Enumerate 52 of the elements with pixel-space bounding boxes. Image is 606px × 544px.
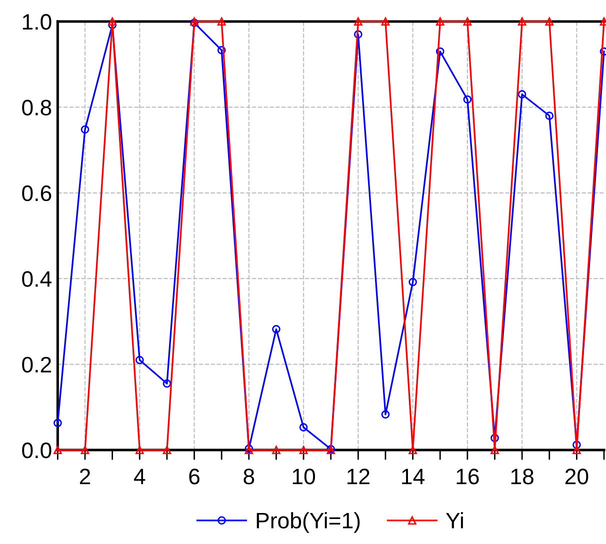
- point: [545, 112, 554, 120]
- legend-label: Yi: [446, 512, 463, 528]
- point: [54, 446, 62, 454]
- x-tick-label: 12: [348, 468, 370, 484]
- point: [162, 379, 172, 388]
- y-tick-label: 1.0: [22, 14, 52, 30]
- point: [108, 17, 116, 26]
- point: [490, 434, 499, 442]
- point: [354, 17, 362, 26]
- x-tick-label: 14: [402, 468, 425, 484]
- legend-label: Prob(Yi=1): [256, 512, 360, 533]
- point: [135, 356, 144, 364]
- point: [54, 418, 62, 428]
- point: [572, 446, 581, 454]
- point: [463, 17, 472, 26]
- point: [408, 278, 417, 286]
- point: [381, 17, 390, 26]
- point: [545, 17, 554, 26]
- point: [272, 446, 280, 454]
- point: [408, 446, 417, 454]
- point: [135, 446, 144, 454]
- x-tick-label: 6: [189, 468, 200, 484]
- point: [436, 47, 444, 56]
- y-tick-label: 0.6: [22, 185, 52, 202]
- point: [490, 446, 499, 454]
- point: [217, 46, 226, 54]
- point: [572, 440, 581, 450]
- y-tick-label: 0.2: [22, 356, 52, 373]
- y-tick-label: 0.8: [22, 100, 52, 116]
- point: [299, 423, 308, 432]
- point: [80, 446, 90, 454]
- x-tick-label: 10: [292, 468, 316, 484]
- point: [518, 90, 526, 99]
- x-tick-label: 18: [511, 468, 534, 484]
- point: [518, 17, 526, 26]
- point: [217, 17, 226, 26]
- point: [108, 20, 116, 30]
- point: [80, 125, 90, 134]
- point: [381, 410, 390, 419]
- point: [299, 446, 308, 454]
- y-tick-label: 0.0: [22, 442, 52, 458]
- x-tick-label: 16: [456, 468, 479, 484]
- x-tick-label: 8: [244, 468, 254, 484]
- x-tick-label: 20: [565, 468, 588, 484]
- y-tick-label: 0.4: [22, 271, 52, 287]
- point: [463, 95, 472, 104]
- x-tick-label: 2: [80, 468, 90, 484]
- point: [162, 446, 172, 454]
- point: [436, 17, 444, 26]
- point: [272, 324, 280, 334]
- x-tick-label: 4: [134, 468, 146, 484]
- point: [354, 30, 362, 39]
